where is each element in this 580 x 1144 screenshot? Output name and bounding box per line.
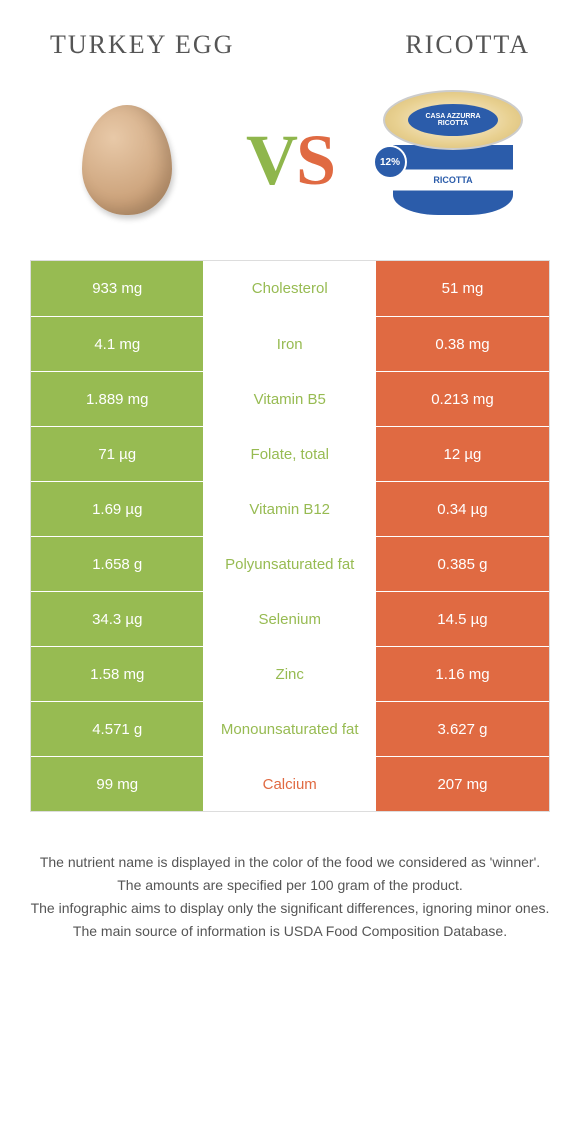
table-row: 933 mgCholesterol51 mg — [31, 261, 549, 316]
table-row: 1.889 mgVitamin B50.213 mg — [31, 371, 549, 426]
nutrient-label-cell: Cholesterol — [203, 261, 375, 316]
ricotta-lid: CASA AZZURRA RICOTTA — [383, 90, 523, 150]
right-food-title: RICOTTA — [405, 30, 530, 60]
right-value-cell: 0.213 mg — [376, 372, 549, 426]
note-line: The main source of information is USDA F… — [30, 921, 550, 942]
left-value-cell: 71 µg — [31, 427, 203, 481]
right-value-cell: 0.385 g — [376, 537, 549, 591]
left-value-cell: 1.889 mg — [31, 372, 203, 426]
right-value-cell: 1.16 mg — [376, 647, 549, 701]
nutrient-label-cell: Vitamin B5 — [203, 372, 375, 426]
table-row: 1.69 µgVitamin B120.34 µg — [31, 481, 549, 536]
left-value-cell: 1.658 g — [31, 537, 203, 591]
ricotta-badge: 12% — [373, 145, 407, 179]
nutrient-label-cell: Selenium — [203, 592, 375, 646]
left-value-cell: 1.58 mg — [31, 647, 203, 701]
nutrient-label-cell: Folate, total — [203, 427, 375, 481]
vs-v-letter: V — [246, 120, 296, 200]
right-value-cell: 0.34 µg — [376, 482, 549, 536]
ricotta-icon: CASA AZZURRA RICOTTA 12% RICOTTA — [378, 90, 528, 230]
egg-icon — [82, 105, 172, 215]
vs-label: VS — [246, 119, 334, 202]
ricotta-lid-label: CASA AZZURRA RICOTTA — [408, 104, 498, 136]
right-value-cell: 0.38 mg — [376, 317, 549, 371]
images-row: VS CASA AZZURRA RICOTTA 12% RICOTTA — [0, 70, 580, 260]
right-value-cell: 3.627 g — [376, 702, 549, 756]
left-value-cell: 1.69 µg — [31, 482, 203, 536]
left-value-cell: 34.3 µg — [31, 592, 203, 646]
ricotta-brand-text: CASA AZZURRA — [425, 113, 480, 120]
table-row: 4.1 mgIron0.38 mg — [31, 316, 549, 371]
left-value-cell: 4.571 g — [31, 702, 203, 756]
nutrient-table: 933 mgCholesterol51 mg4.1 mgIron0.38 mg1… — [30, 260, 550, 812]
nutrient-label-cell: Calcium — [203, 757, 375, 811]
table-row: 99 mgCalcium207 mg — [31, 756, 549, 811]
right-value-cell: 207 mg — [376, 757, 549, 811]
table-row: 71 µgFolate, total12 µg — [31, 426, 549, 481]
nutrient-label-cell: Monounsaturated fat — [203, 702, 375, 756]
note-line: The amounts are specified per 100 gram o… — [30, 875, 550, 896]
ricotta-label-text: RICOTTA — [438, 120, 469, 127]
table-row: 1.58 mgZinc1.16 mg — [31, 646, 549, 701]
note-line: The nutrient name is displayed in the co… — [30, 852, 550, 873]
left-value-cell: 99 mg — [31, 757, 203, 811]
right-value-cell: 12 µg — [376, 427, 549, 481]
ricotta-tub-text: RICOTTA — [429, 174, 476, 186]
titles-row: TURKEY EGG RICOTTA — [0, 0, 580, 70]
left-value-cell: 933 mg — [31, 261, 203, 316]
right-value-cell: 51 mg — [376, 261, 549, 316]
right-value-cell: 14.5 µg — [376, 592, 549, 646]
ricotta-tub: RICOTTA — [393, 145, 513, 215]
nutrient-label-cell: Vitamin B12 — [203, 482, 375, 536]
table-row: 4.571 gMonounsaturated fat3.627 g — [31, 701, 549, 756]
turkey-egg-image — [52, 85, 202, 235]
nutrient-label-cell: Polyunsaturated fat — [203, 537, 375, 591]
table-row: 34.3 µgSelenium14.5 µg — [31, 591, 549, 646]
ricotta-image: CASA AZZURRA RICOTTA 12% RICOTTA — [378, 85, 528, 235]
nutrient-label-cell: Zinc — [203, 647, 375, 701]
notes-section: The nutrient name is displayed in the co… — [0, 812, 580, 942]
vs-s-letter: S — [296, 120, 334, 200]
table-row: 1.658 gPolyunsaturated fat0.385 g — [31, 536, 549, 591]
note-line: The infographic aims to display only the… — [30, 898, 550, 919]
left-value-cell: 4.1 mg — [31, 317, 203, 371]
left-food-title: TURKEY EGG — [50, 30, 234, 60]
nutrient-label-cell: Iron — [203, 317, 375, 371]
